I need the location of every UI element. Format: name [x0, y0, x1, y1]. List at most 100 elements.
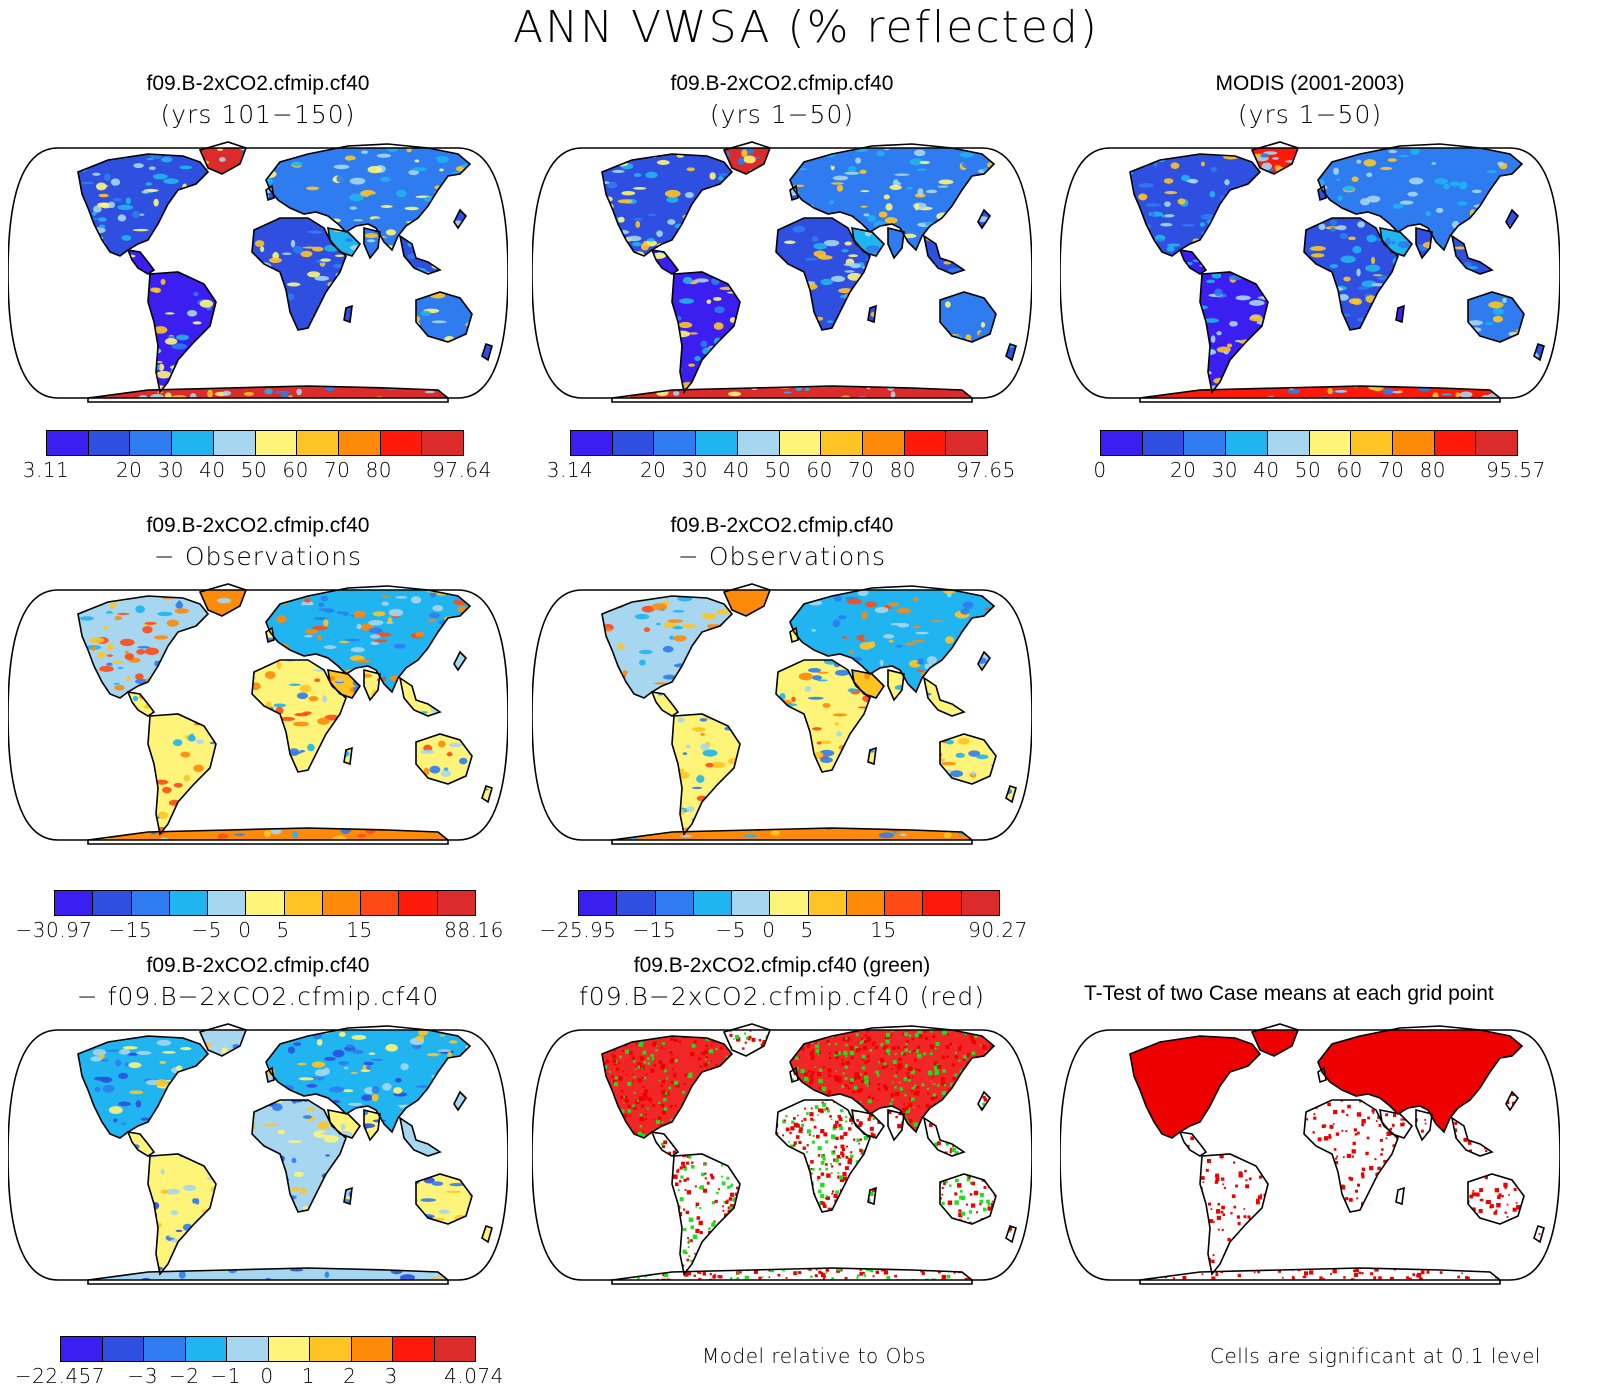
- field-patch: [249, 294, 264, 301]
- field-patch: [724, 582, 731, 584]
- field-patch: [468, 1194, 478, 1197]
- field-patch: [226, 1210, 239, 1214]
- significance-cell: [776, 1217, 779, 1220]
- field-patch: [997, 234, 1011, 240]
- field-patch: [1526, 183, 1534, 185]
- field-patch: [207, 1078, 222, 1081]
- field-patch: [747, 238, 754, 245]
- significance-cell: [613, 1114, 616, 1117]
- field-patch: [1246, 375, 1259, 378]
- field-patch: [114, 1222, 127, 1224]
- significance-cell: [793, 1117, 796, 1120]
- field-patch: [771, 783, 785, 788]
- field-patch: [750, 291, 758, 299]
- field-patch: [235, 1195, 248, 1202]
- field-patch: [367, 704, 382, 710]
- field-patch: [1387, 380, 1397, 386]
- field-patch: [827, 320, 833, 322]
- significance-cell: [678, 1147, 682, 1151]
- field-patch: [242, 741, 252, 744]
- significance-cell: [928, 1263, 931, 1266]
- significance-cell: [895, 1065, 897, 1067]
- field-patch: [961, 813, 970, 820]
- field-patch: [214, 1246, 226, 1253]
- significance-cell: [627, 1082, 631, 1086]
- significance-cell: [734, 1156, 738, 1160]
- field-patch: [988, 633, 996, 641]
- significance-cell: [990, 1090, 992, 1092]
- significance-cell: [874, 1228, 876, 1230]
- field-patch: [184, 775, 191, 782]
- field-patch: [271, 741, 278, 743]
- field-patch: [165, 141, 176, 147]
- colorbar-swatch: [809, 891, 847, 915]
- field-patch: [225, 1234, 238, 1240]
- significance-cell: [688, 1246, 690, 1248]
- significance-cell: [845, 1116, 847, 1118]
- field-patch: [681, 624, 697, 628]
- field-patch: [1391, 379, 1398, 384]
- field-patch: [432, 1084, 441, 1090]
- field-patch: [431, 383, 440, 387]
- significance-cell: [696, 1088, 699, 1091]
- field-patch: [427, 1053, 440, 1056]
- significance-cell: [681, 1162, 685, 1166]
- field-patch: [217, 598, 231, 604]
- significance-cell: [764, 1162, 766, 1164]
- significance-cell: [593, 1100, 595, 1102]
- significance-cell: [967, 1217, 969, 1219]
- field-patch: [369, 331, 374, 335]
- significance-cell: [907, 1193, 910, 1196]
- field-patch: [336, 680, 344, 682]
- field-patch: [818, 255, 833, 260]
- field-patch: [78, 1097, 83, 1101]
- significance-cell: [798, 1220, 800, 1222]
- field-patch: [751, 214, 758, 221]
- field-patch: [976, 586, 990, 588]
- field-patch: [1444, 253, 1453, 261]
- significance-cell: [615, 1076, 618, 1079]
- significance-cell: [835, 1121, 839, 1125]
- significance-cell: [810, 1194, 813, 1197]
- significance-cell: [909, 1131, 912, 1134]
- colorbar-swatch: [613, 431, 655, 455]
- field-patch: [200, 266, 211, 269]
- field-patch: [1300, 165, 1305, 168]
- field-patch: [884, 256, 893, 263]
- field-patch: [1167, 329, 1172, 334]
- field-patch: [1182, 224, 1196, 227]
- field-patch: [726, 339, 738, 343]
- significance-cell: [794, 1204, 798, 1208]
- field-patch: [1267, 335, 1276, 341]
- colorbar-swatch: [1101, 431, 1143, 455]
- field-patch: [233, 798, 243, 803]
- field-patch: [420, 1198, 435, 1202]
- field-patch: [350, 178, 366, 185]
- field-patch: [1343, 186, 1354, 192]
- field-patch: [196, 1091, 205, 1097]
- field-patch: [251, 1162, 259, 1169]
- field-patch: [293, 1248, 302, 1253]
- field-patch: [621, 311, 634, 313]
- field-patch: [1282, 323, 1290, 329]
- significance-cell: [720, 1047, 723, 1050]
- field-patch: [177, 601, 181, 605]
- significance-cell: [845, 1156, 848, 1159]
- field-patch: [662, 582, 676, 585]
- field-patch: [388, 1138, 396, 1140]
- field-patch: [165, 312, 175, 314]
- field-patch: [379, 321, 388, 325]
- colorbar-label: 1: [302, 1364, 315, 1388]
- field-patch: [793, 345, 803, 349]
- significance-cell: [840, 1135, 844, 1139]
- field-patch: [985, 623, 1000, 627]
- field-patch: [113, 1118, 117, 1122]
- field-patch: [1340, 256, 1355, 263]
- field-patch: [1289, 182, 1298, 184]
- field-patch: [255, 240, 264, 247]
- field-patch: [99, 1054, 105, 1059]
- field-patch: [858, 343, 867, 346]
- field-patch: [451, 357, 462, 363]
- field-patch: [318, 608, 330, 611]
- field-patch: [334, 165, 350, 170]
